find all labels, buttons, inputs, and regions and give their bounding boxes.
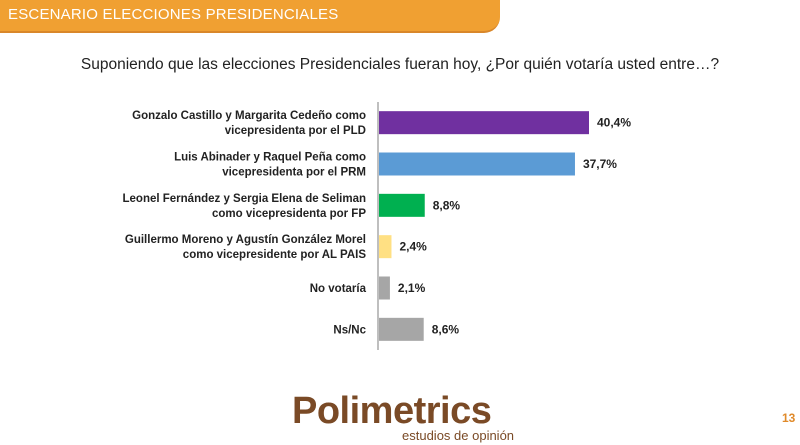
- category-label-line: vicepresidenta por el PRM: [222, 167, 366, 179]
- value-label-4: 2,4%: [399, 240, 427, 254]
- category-label-line: como vicepresidente por AL PAIS: [183, 249, 367, 261]
- bar-5: [379, 276, 390, 300]
- category-label-4: Guillermo Moreno y Agustín González More…: [125, 234, 366, 261]
- category-label-5: No votaría: [310, 283, 367, 295]
- brand-logo: Polimetrics estudios de opinión: [292, 390, 522, 443]
- value-label-6: 8,6%: [432, 322, 460, 336]
- page-number: 13: [782, 411, 796, 425]
- bar-2: [379, 152, 575, 176]
- logo-tagline: estudios de opinión: [402, 428, 515, 443]
- bar-6: [379, 317, 424, 341]
- category-label-3: Leonel Fernández y Sergia Elena de Selim…: [123, 193, 367, 220]
- category-label-line: Guillermo Moreno y Agustín González More…: [125, 234, 366, 246]
- banner-title: ESCENARIO ELECCIONES PRESIDENCIALES: [8, 6, 339, 23]
- survey-question: Suponiendo que las elecciones Presidenci…: [80, 56, 720, 73]
- category-label-line: Luis Abinader y Raquel Peña como: [174, 152, 366, 164]
- category-label-line: No votaría: [310, 283, 367, 295]
- value-label-5: 2,1%: [398, 281, 426, 295]
- bar-1: [379, 111, 589, 135]
- category-label-line: como vicepresidenta por FP: [212, 208, 366, 220]
- category-label-1: Gonzalo Castillo y Margarita Cedeño como…: [132, 110, 366, 137]
- category-label-6: Ns/Nc: [333, 324, 366, 336]
- bar-4: [379, 235, 392, 259]
- category-label-2: Luis Abinader y Raquel Peña como vicepres…: [174, 152, 366, 179]
- value-label-2: 37,7%: [583, 157, 617, 171]
- category-label-line: vicepresidenta por el PLD: [225, 125, 366, 137]
- category-label-line: Gonzalo Castillo y Margarita Cedeño como: [132, 110, 366, 122]
- value-label-3: 8,8%: [433, 198, 461, 212]
- bar-3: [379, 193, 425, 217]
- category-label-line: Leonel Fernández y Sergia Elena de Selim…: [123, 193, 367, 205]
- logo-wordmark: Polimetrics: [292, 390, 492, 432]
- value-label-1: 40,4%: [597, 116, 631, 130]
- section-banner: ESCENARIO ELECCIONES PRESIDENCIALES: [0, 0, 500, 33]
- category-label-line: Ns/Nc: [333, 324, 366, 336]
